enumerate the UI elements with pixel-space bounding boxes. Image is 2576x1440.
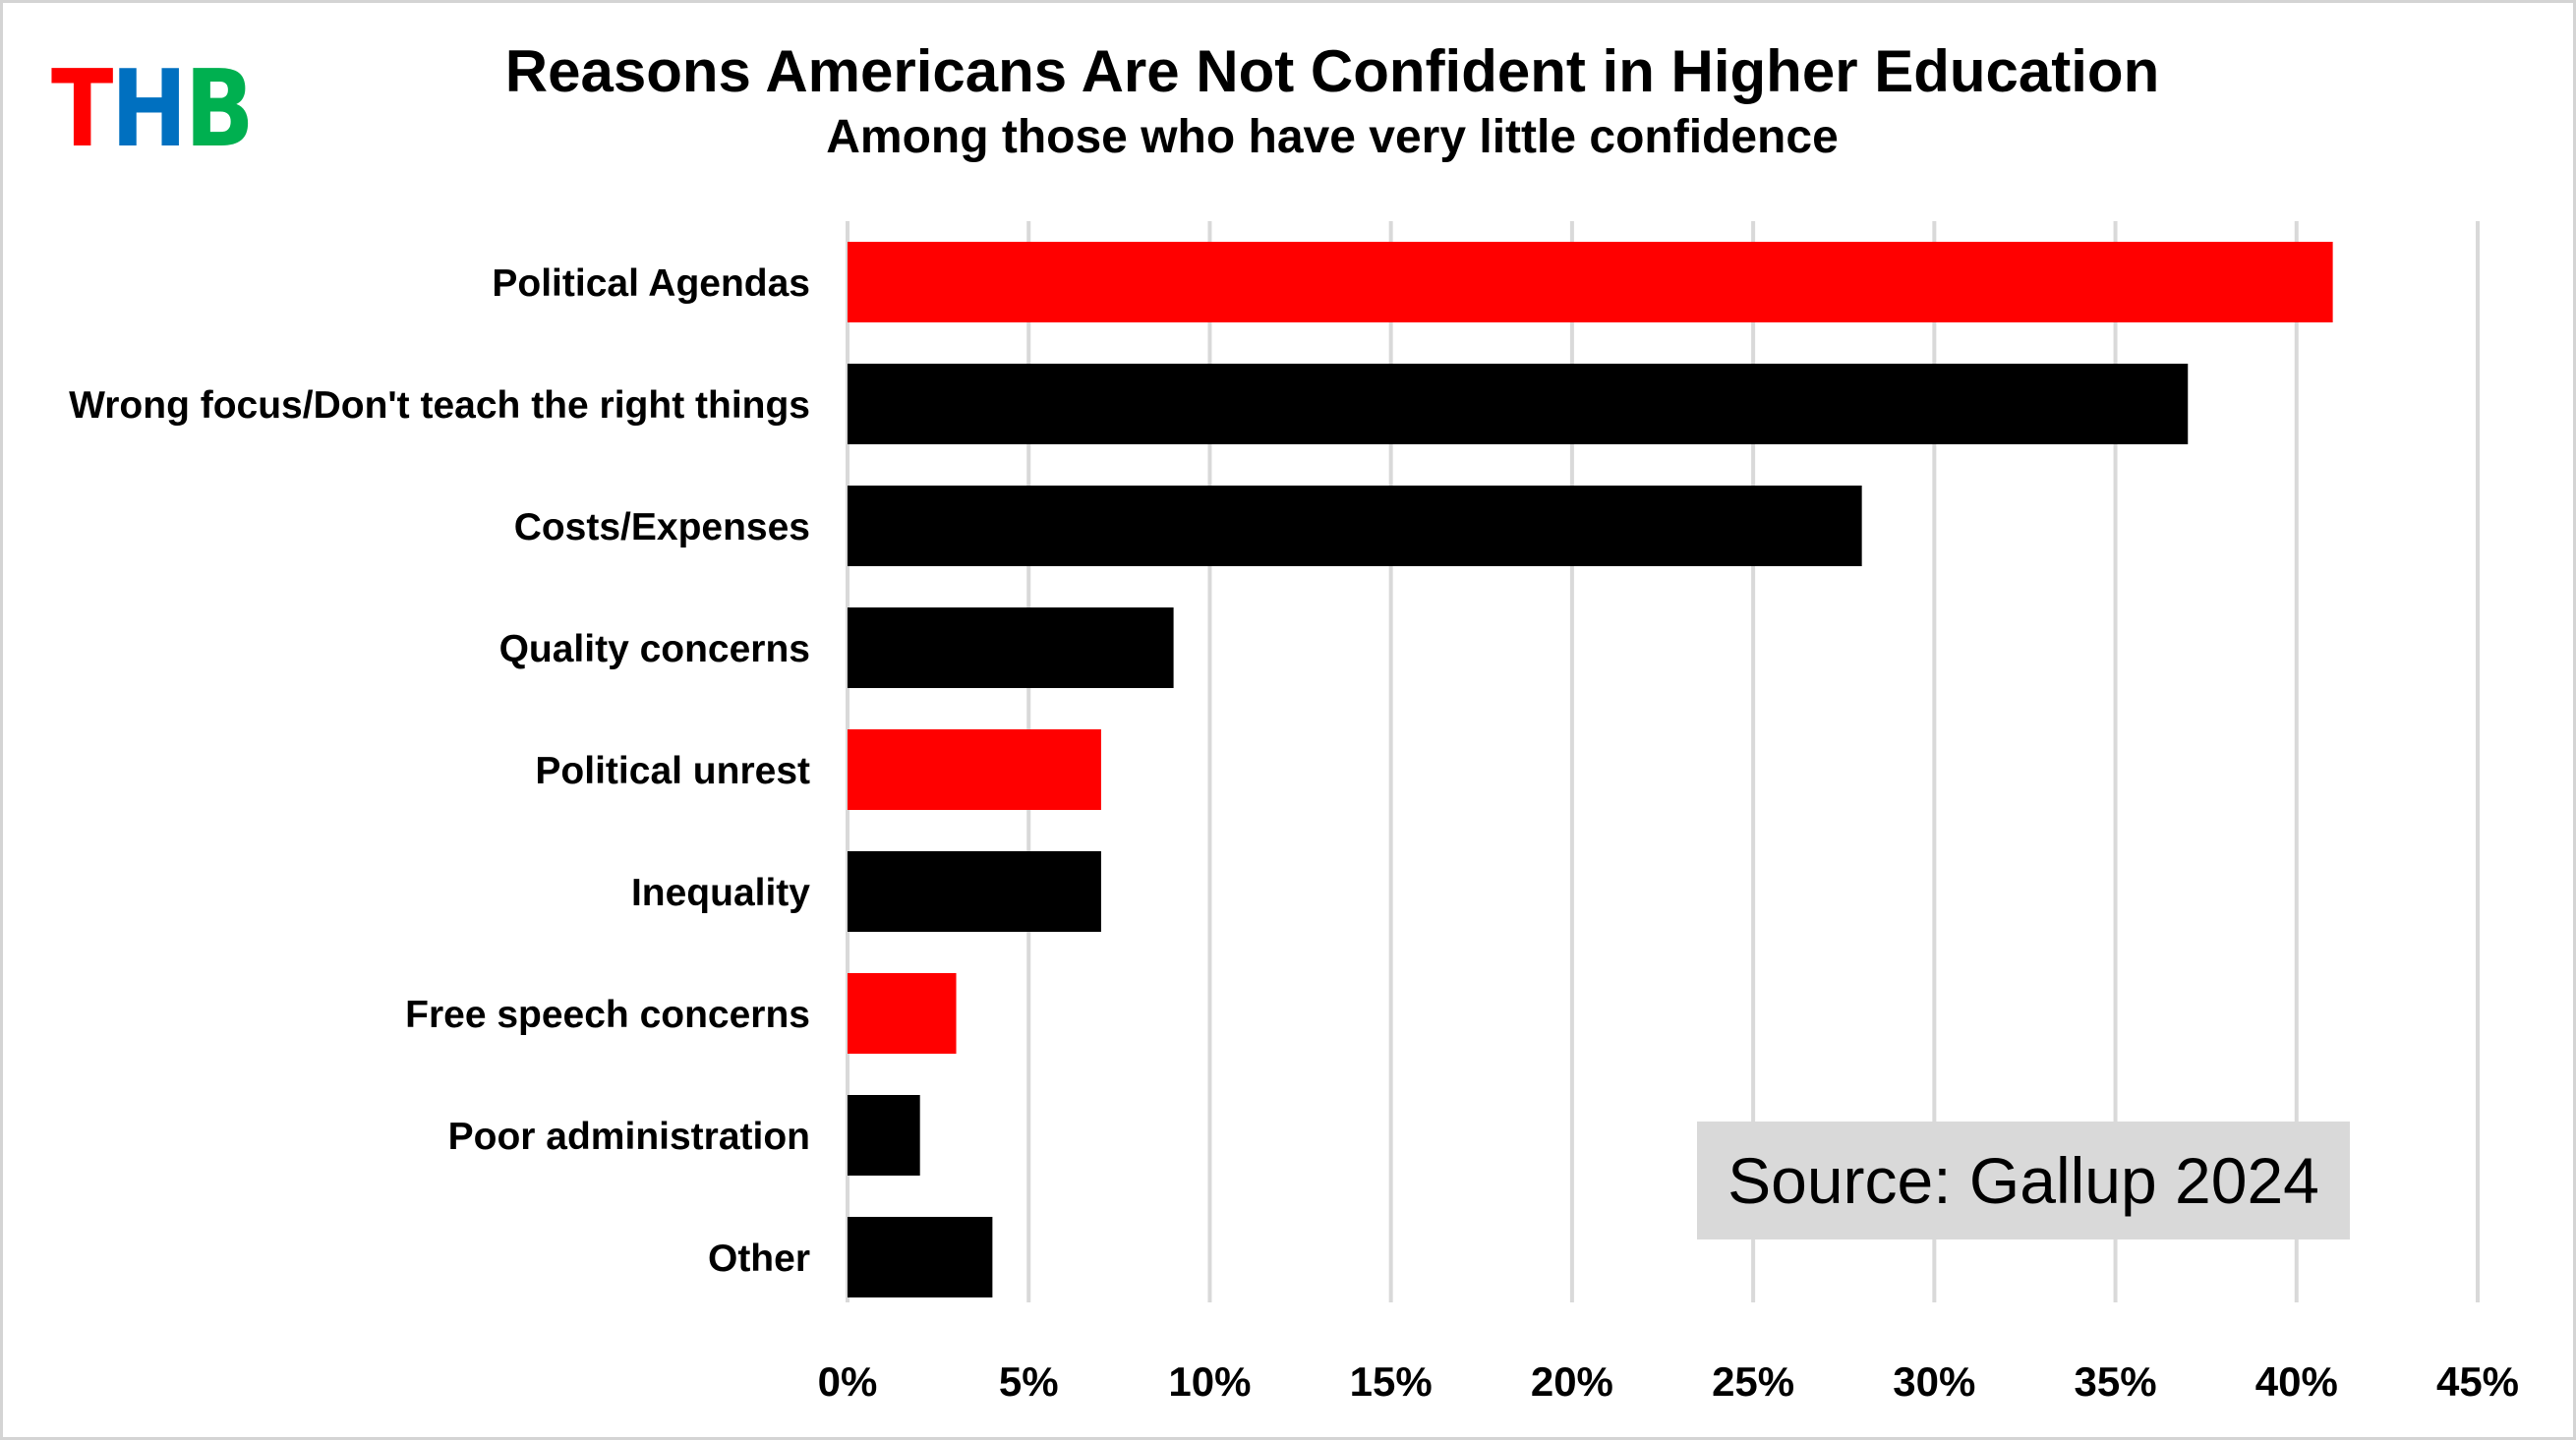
bar: [848, 851, 1101, 932]
thb-logo: THB: [51, 57, 255, 163]
bar: [848, 486, 1862, 566]
category-label: Political unrest: [535, 750, 810, 792]
bar: [848, 242, 2333, 322]
logo-letter-b: B: [184, 48, 255, 171]
category-label: Poor administration: [448, 1116, 810, 1158]
source-box: Source: Gallup 2024: [1697, 1122, 2350, 1239]
x-tick-label: 35%: [2075, 1358, 2157, 1405]
category-label: Wrong focus/Don't teach the right things: [69, 384, 810, 427]
bar: [848, 1095, 920, 1176]
category-label: Inequality: [631, 872, 810, 914]
x-tick-label: 10%: [1168, 1358, 1251, 1405]
x-tick-labels: 0% 5% 10% 15% 20% 25% 30% 35% 40% 45%: [818, 1358, 2519, 1405]
bars: [848, 242, 2333, 1297]
category-label: Other: [708, 1238, 810, 1280]
x-tick-label: 40%: [2255, 1358, 2338, 1405]
bar: [848, 973, 957, 1054]
x-tick-label: 5%: [999, 1358, 1059, 1405]
bar: [848, 729, 1101, 810]
logo-letter-h: H: [110, 48, 188, 171]
category-label: Free speech concerns: [405, 994, 810, 1036]
bar: [848, 607, 1174, 688]
bar: [848, 364, 2189, 444]
x-tick-label: 45%: [2436, 1358, 2519, 1405]
x-tick-label: 0%: [818, 1358, 878, 1405]
bar: [848, 1217, 993, 1297]
logo-letter-t: T: [51, 48, 113, 171]
category-label: Costs/Expenses: [514, 506, 810, 548]
x-tick-label: 30%: [1893, 1358, 1975, 1405]
category-labels: Political Agendas Wrong focus/Don't teach…: [69, 262, 810, 1280]
category-label: Quality concerns: [499, 628, 810, 670]
category-label: Political Agendas: [492, 262, 810, 305]
chart-title: Reasons Americans Are Not Confident in H…: [504, 38, 2160, 104]
x-tick-label: 20%: [1531, 1358, 1613, 1405]
chart-subtitle: Among those who have very little confide…: [826, 111, 1839, 163]
x-tick-label: 25%: [1712, 1358, 1794, 1405]
x-tick-label: 15%: [1350, 1358, 1433, 1405]
